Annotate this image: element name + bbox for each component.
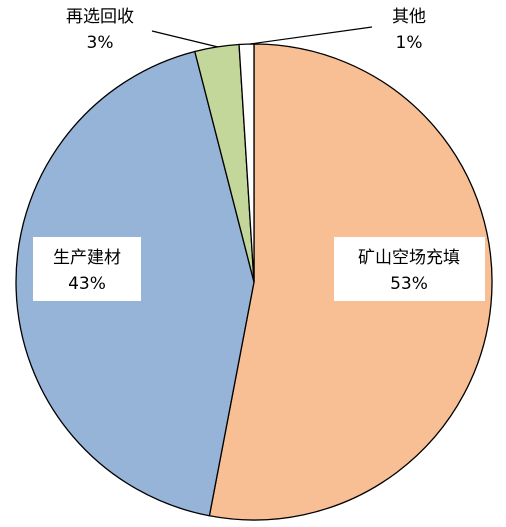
slice-name-building: 生产建材: [53, 248, 121, 268]
leader-line-other: [249, 26, 373, 45]
slice-percent-recycle: 3%: [87, 33, 114, 53]
slice-percent-other: 1%: [396, 33, 423, 53]
leader-line-recycle: [151, 30, 219, 48]
slice-name-mine-fill: 矿山空场充填: [358, 248, 460, 268]
slice-name-recycle: 再选回收: [66, 7, 134, 27]
label-box-building: [33, 237, 141, 301]
slice-name-other: 其他: [392, 7, 426, 27]
slice-percent-building: 43%: [68, 274, 106, 294]
slice-percent-mine-fill: 53%: [390, 274, 428, 294]
label-box-mine-fill: [334, 237, 485, 301]
